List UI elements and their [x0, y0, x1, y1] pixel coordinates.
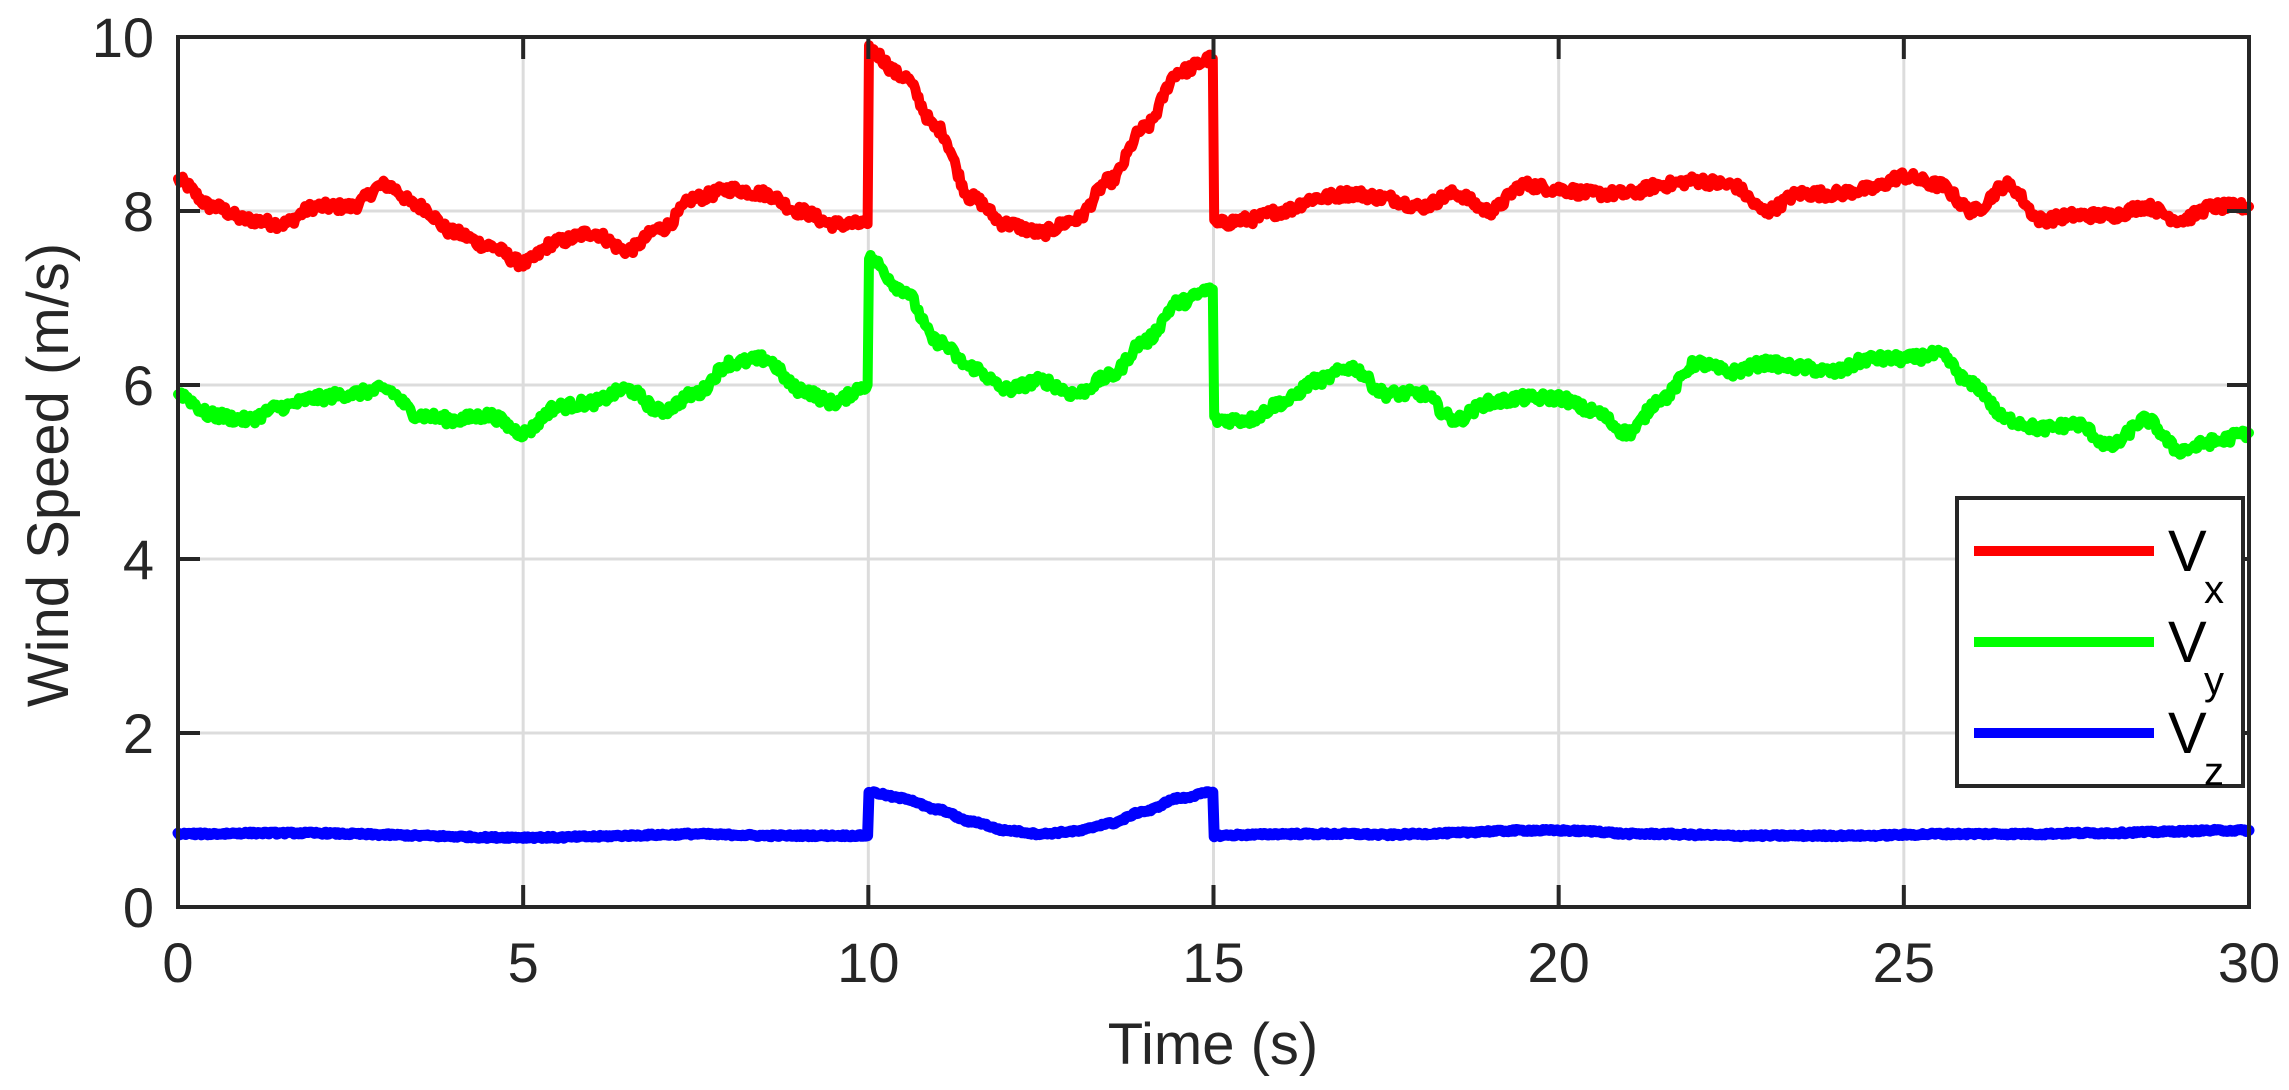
tick-labels: 0 5 10 15 20 25 30 0 2 4 6 8 10 [92, 6, 2280, 994]
legend-label-z: V [2168, 701, 2207, 766]
series-line-v-z [172, 786, 2255, 844]
legend-subscript-y: y [2204, 659, 2224, 703]
x-axis-title: Time (s) [1108, 1012, 1318, 1077]
series-line-v-y [173, 250, 2254, 460]
legend-label-y: V [2168, 610, 2207, 675]
x-tick-label: 15 [1182, 931, 1244, 994]
y-tick-label: 0 [123, 876, 154, 939]
x-tick-label: 10 [837, 931, 899, 994]
x-tick-label: 5 [508, 931, 539, 994]
legend-label-x: V [2168, 519, 2207, 584]
y-tick-label: 10 [92, 6, 154, 69]
y-tick-label: 8 [123, 180, 154, 243]
legend-subscript-z: z [2204, 750, 2224, 794]
x-tick-label: 0 [162, 931, 193, 994]
x-tick-label: 30 [2218, 931, 2280, 994]
y-tick-label: 6 [123, 354, 154, 417]
x-tick-label: 20 [1528, 931, 1590, 994]
axis-ticks [176, 35, 2251, 909]
legend-subscript-x: x [2204, 568, 2224, 612]
y-tick-label: 2 [123, 702, 154, 765]
y-tick-label: 4 [123, 528, 154, 591]
x-tick-label: 25 [1873, 931, 1935, 994]
y-axis-title: Wind Speed (m/s) [16, 243, 81, 707]
